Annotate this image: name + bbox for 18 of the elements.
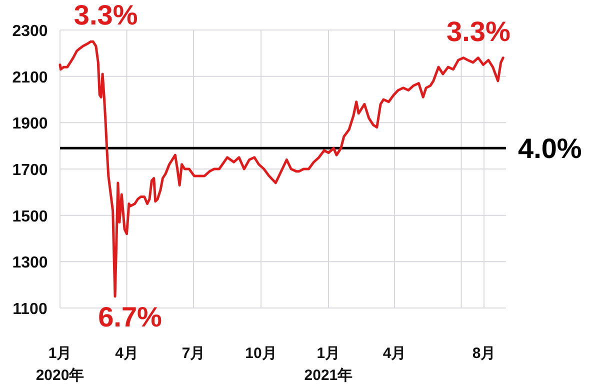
x-tick-label: 10月	[245, 345, 277, 362]
annotation: 3.3%	[74, 0, 138, 31]
y-tick-label: 1500	[12, 208, 48, 226]
y-tick-label: 2100	[12, 69, 48, 86]
y-tick-label: 1700	[12, 162, 48, 179]
y-tick-label: 1900	[12, 116, 48, 133]
annotation: 3.3%	[446, 16, 510, 47]
annotation: 6.7%	[98, 301, 162, 332]
x-tick-label: 1月 2020年	[36, 345, 84, 384]
x-tick-label: 4月	[382, 345, 406, 362]
x-tick-label: 7月	[182, 345, 206, 362]
y-tick-label: 1300	[12, 254, 48, 272]
x-tick-label: 1月 2021年	[304, 345, 353, 384]
annotation: 4.0%	[518, 133, 582, 164]
x-tick-label: 8月	[472, 345, 496, 362]
y-tick-label: 1100	[12, 301, 48, 318]
x-tick-label: 4月	[115, 345, 138, 362]
y-tick-label: 2300	[12, 23, 48, 40]
